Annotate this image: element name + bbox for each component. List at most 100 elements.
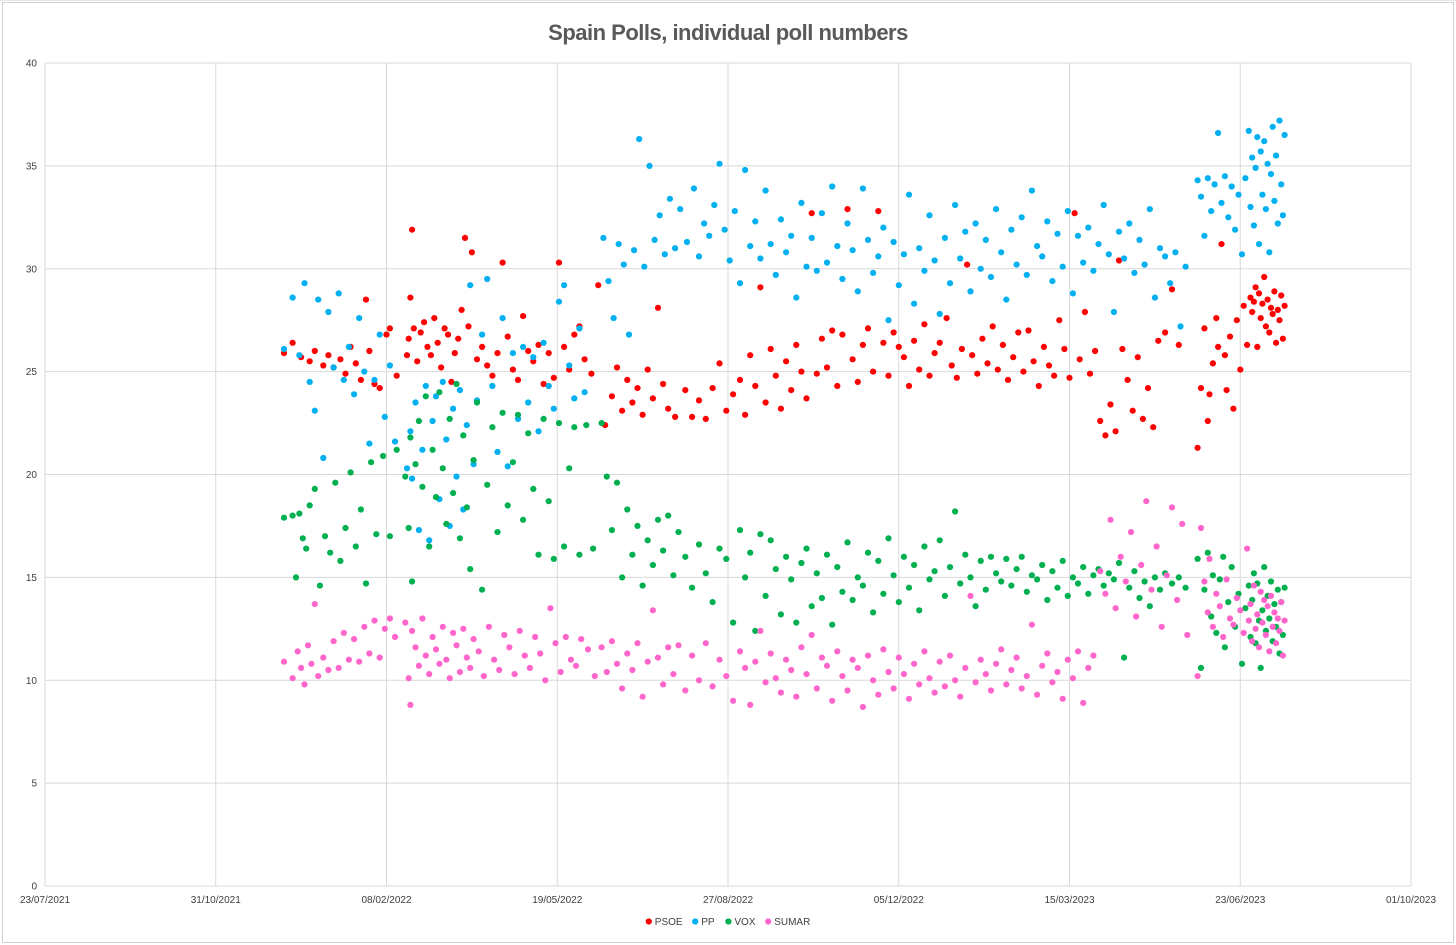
sumar-point	[511, 671, 518, 678]
sumar-point	[747, 701, 754, 709]
pp-point	[742, 166, 749, 174]
psoe-point	[1150, 424, 1157, 431]
psoe-point	[1129, 407, 1136, 414]
sumar-point	[716, 656, 723, 663]
legend-item-psoe[interactable]: PSOE	[645, 917, 683, 928]
pp-point	[1172, 249, 1179, 256]
vox-point	[603, 473, 610, 480]
sumar-point	[1255, 644, 1263, 651]
sumar-point	[931, 689, 938, 696]
pp-point	[409, 475, 416, 482]
vox-point	[479, 586, 486, 593]
vox-point	[1225, 599, 1232, 606]
psoe-point	[1247, 294, 1254, 301]
sumar-point	[1266, 648, 1273, 655]
sumar-point	[501, 631, 508, 639]
sumar-point	[409, 627, 416, 635]
psoe-point	[525, 347, 532, 355]
pp-point	[1228, 183, 1235, 190]
vox-point	[1023, 588, 1030, 595]
sumar-point	[1244, 545, 1251, 552]
vox-point	[316, 582, 323, 589]
pp-point	[429, 417, 436, 425]
sumar-point	[429, 633, 436, 641]
psoe-point	[1056, 317, 1063, 324]
pp-point	[998, 249, 1005, 256]
psoe-point	[595, 282, 602, 289]
sumar-point	[613, 660, 621, 667]
psoe-point	[342, 370, 349, 377]
sumar-point	[439, 623, 446, 630]
pp-point	[443, 436, 450, 443]
sumar-point	[591, 673, 598, 680]
pp-point	[605, 278, 612, 285]
psoe-point	[1194, 444, 1201, 451]
vox-point	[1064, 592, 1071, 600]
vox-point	[941, 592, 949, 600]
psoe-point	[1175, 341, 1182, 348]
psoe-point	[1119, 345, 1126, 353]
sumar-point	[682, 687, 689, 694]
vox-point	[885, 535, 892, 542]
psoe-point	[793, 341, 800, 348]
vox-point	[854, 574, 861, 581]
pp-point	[726, 257, 733, 264]
pp-point	[890, 238, 897, 246]
pp-point	[494, 448, 501, 455]
vox-point	[1090, 572, 1097, 579]
vox-point	[280, 514, 288, 521]
psoe-point	[427, 352, 434, 359]
pp-point	[456, 387, 463, 394]
psoe-point	[911, 337, 918, 344]
pp-point	[967, 288, 974, 295]
pp-point	[716, 160, 723, 167]
legend-item-pp[interactable]: PP	[692, 917, 715, 928]
pp-point	[391, 438, 399, 445]
psoe-point	[895, 343, 902, 350]
psoe-point	[1249, 308, 1256, 316]
psoe-point	[424, 343, 431, 350]
sumar-point	[885, 668, 892, 676]
legend-item-sumar[interactable]: SUMAR	[765, 917, 810, 928]
sumar-point	[1213, 590, 1220, 597]
psoe-point	[1213, 315, 1220, 322]
psoe-point	[444, 331, 452, 338]
sumar-point	[905, 695, 913, 702]
series-pp	[280, 117, 1288, 544]
sumar-point	[936, 658, 943, 665]
vox-point	[327, 549, 334, 556]
pp-point	[1261, 138, 1268, 145]
vox-point	[321, 533, 329, 540]
sumar-point	[567, 656, 575, 663]
psoe-point	[1040, 343, 1047, 350]
psoe-point	[1010, 354, 1017, 361]
legend-item-vox[interactable]: VOX	[725, 917, 756, 928]
vox-point	[859, 582, 867, 589]
vox-point	[1013, 566, 1020, 573]
vox-point	[429, 446, 436, 453]
sumar-point	[460, 625, 467, 632]
psoe-point	[1144, 385, 1152, 392]
sumar-point	[453, 642, 460, 649]
vox-point	[489, 424, 496, 431]
pp-point	[1074, 232, 1082, 239]
pp-point	[504, 463, 511, 470]
sumar-point	[829, 697, 836, 704]
vox-point	[1151, 574, 1158, 581]
sumar-point	[426, 671, 433, 678]
vox-point	[463, 504, 470, 511]
vox-point	[808, 603, 815, 610]
vox-point	[1100, 582, 1107, 589]
psoe-point	[926, 372, 933, 379]
psoe-point	[1259, 300, 1266, 307]
pp-point	[1232, 226, 1239, 233]
psoe-point	[1107, 401, 1114, 408]
pp-point	[631, 247, 638, 254]
sumar-point	[977, 656, 984, 663]
vox-point	[952, 508, 959, 515]
pp-point	[1090, 267, 1097, 274]
vox-point	[1156, 586, 1164, 593]
psoe-point	[1124, 376, 1131, 383]
pp-point	[412, 399, 419, 406]
